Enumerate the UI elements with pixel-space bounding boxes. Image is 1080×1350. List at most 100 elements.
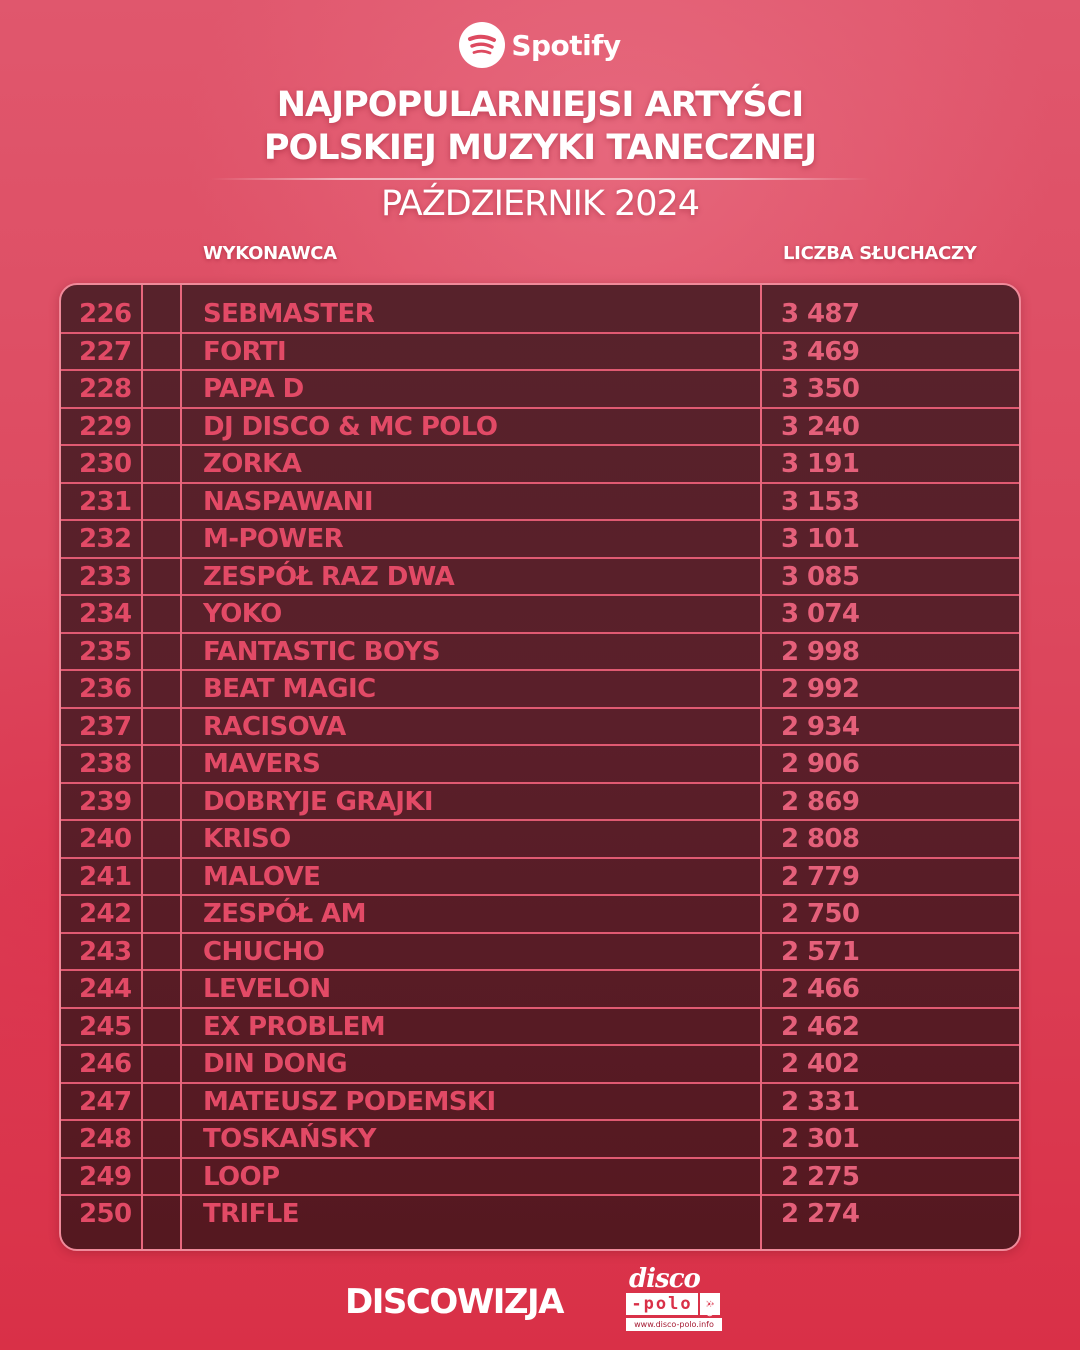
column-divider bbox=[180, 285, 182, 1249]
artist-cell: LEVELON bbox=[203, 974, 331, 1004]
artist-cell: MAVERS bbox=[203, 749, 321, 779]
rank-cell: 237 bbox=[79, 711, 132, 742]
table-row: 233 ZESPÓŁ RAZ DWA 3 085 bbox=[61, 559, 1019, 596]
rank-cell: 233 bbox=[79, 561, 132, 592]
artist-cell: MATEUSZ PODEMSKI bbox=[203, 1086, 496, 1117]
listeners-cell: 2 301 bbox=[781, 1124, 860, 1154]
rank-cell: 242 bbox=[79, 899, 132, 929]
title-line-2: POLSKIEJ MUZYKI TANECZNEJ bbox=[263, 128, 817, 168]
rank-cell: 240 bbox=[79, 824, 132, 854]
artist-cell: NASPAWANI bbox=[203, 486, 374, 517]
dp-polo-text: -polo bbox=[626, 1293, 698, 1315]
table-row: 242 ZESPÓŁ AM 2 750 bbox=[61, 896, 1019, 934]
dp-url-text: www.disco-polo.info bbox=[626, 1318, 722, 1331]
table-row: 246 DIN DONG 2 402 bbox=[61, 1046, 1019, 1084]
artist-cell: ZESPÓŁ RAZ DWA bbox=[203, 561, 455, 592]
artist-cell: FANTASTIC BOYS bbox=[203, 636, 441, 667]
table-row: 249 LOOP 2 275 bbox=[61, 1159, 1019, 1196]
listeners-cell: 2 466 bbox=[781, 974, 860, 1004]
rank-cell: 232 bbox=[79, 524, 132, 554]
disco-polo-info-logo: disco -polo » info www.disco-polo.info bbox=[623, 1264, 743, 1336]
ranking-table: 226 SEBMASTER 3 487 227 FORTI 3 469 228 PAPA D 3… bbox=[59, 283, 1021, 1251]
listeners-cell: 2 869 bbox=[781, 786, 860, 817]
artist-cell: YOKO bbox=[203, 599, 282, 629]
spotify-logo: Spotify bbox=[0, 22, 1080, 68]
rank-cell: 235 bbox=[79, 636, 132, 667]
artist-cell: EX PROBLEM bbox=[203, 1011, 386, 1042]
listeners-cell: 2 274 bbox=[781, 1199, 860, 1229]
column-divider bbox=[760, 285, 762, 1249]
listeners-cell: 2 571 bbox=[781, 936, 860, 967]
table-row: 235 FANTASTIC BOYS 2 998 bbox=[61, 634, 1019, 671]
listeners-cell: 3 153 bbox=[781, 486, 860, 517]
table-row: 228 PAPA D 3 350 bbox=[61, 371, 1019, 409]
rank-cell: 226 bbox=[79, 299, 132, 329]
table-row: 250 TRIFLE 2 274 bbox=[61, 1196, 1019, 1234]
rank-cell: 248 bbox=[79, 1124, 132, 1154]
table-row: 244 LEVELON 2 466 bbox=[61, 971, 1019, 1009]
rank-cell: 228 bbox=[79, 374, 132, 404]
artist-cell: DOBRYJE GRAJKI bbox=[203, 786, 434, 817]
listeners-cell: 2 750 bbox=[781, 899, 860, 929]
column-divider bbox=[141, 285, 143, 1249]
table-row: 241 MALOVE 2 779 bbox=[61, 859, 1019, 896]
discowizja-logo: DISCOWIZJA bbox=[345, 1282, 565, 1322]
rank-cell: 231 bbox=[79, 486, 132, 517]
listeners-cell: 3 487 bbox=[781, 299, 860, 329]
artist-cell: SEBMASTER bbox=[203, 299, 375, 329]
rank-cell: 243 bbox=[79, 936, 132, 967]
rank-cell: 250 bbox=[79, 1199, 132, 1229]
artist-cell: TRIFLE bbox=[203, 1199, 300, 1229]
listeners-cell: 3 101 bbox=[781, 524, 860, 554]
spotify-wordmark: Spotify bbox=[511, 28, 621, 62]
listeners-cell: 2 906 bbox=[781, 749, 860, 779]
table-row: 230 ZORKA 3 191 bbox=[61, 446, 1019, 484]
artist-cell: MALOVE bbox=[203, 861, 321, 892]
artist-cell: DJ DISCO & MC POLO bbox=[203, 411, 498, 442]
rank-cell: 247 bbox=[79, 1086, 132, 1117]
listeners-cell: 2 402 bbox=[781, 1049, 860, 1079]
page-subtitle: PAŹDZIERNIK 2024 bbox=[380, 184, 700, 224]
artist-cell: DIN DONG bbox=[203, 1049, 348, 1079]
listeners-cell: 3 350 bbox=[781, 374, 860, 404]
column-header-listeners: LICZBA SŁUCHACZY bbox=[783, 243, 977, 264]
table-row: 236 BEAT MAGIC 2 992 bbox=[61, 671, 1019, 709]
rank-cell: 244 bbox=[79, 974, 132, 1004]
artist-cell: CHUCHO bbox=[203, 936, 325, 967]
dp-disco-text: disco bbox=[629, 1264, 701, 1294]
table-row: 232 M-POWER 3 101 bbox=[61, 521, 1019, 559]
dp-info-text: info bbox=[704, 1298, 715, 1317]
title-divider bbox=[210, 178, 870, 180]
artist-cell: FORTI bbox=[203, 336, 287, 367]
artist-cell: BEAT MAGIC bbox=[203, 674, 376, 704]
footer: DISCOWIZJA disco -polo » info www.disco-… bbox=[0, 1264, 1080, 1338]
artist-cell: M-POWER bbox=[203, 524, 344, 554]
fast-forward-icon: » bbox=[700, 1293, 720, 1315]
artist-cell: ZESPÓŁ AM bbox=[203, 899, 366, 929]
listeners-cell: 2 992 bbox=[781, 674, 860, 704]
table-row: 237 RACISOVA 2 934 bbox=[61, 709, 1019, 746]
artist-cell: TOSKAŃSKY bbox=[203, 1124, 377, 1154]
table-row: 227 FORTI 3 469 bbox=[61, 334, 1019, 371]
listeners-cell: 2 275 bbox=[781, 1161, 860, 1192]
page-title: NAJPOPULARNIEJSI ARTYŚCI POLSKIEJ MUZYKI… bbox=[0, 84, 1080, 170]
artist-cell: LOOP bbox=[203, 1161, 280, 1192]
listeners-cell: 3 074 bbox=[781, 599, 860, 629]
listeners-cell: 3 469 bbox=[781, 336, 860, 367]
rank-cell: 238 bbox=[79, 749, 132, 779]
table-row: 229 DJ DISCO & MC POLO 3 240 bbox=[61, 409, 1019, 446]
artist-cell: ZORKA bbox=[203, 449, 302, 479]
rank-cell: 241 bbox=[79, 861, 132, 892]
rank-cell: 229 bbox=[79, 411, 132, 442]
listeners-cell: 2 998 bbox=[781, 636, 860, 667]
column-header-artist: WYKONAWCA bbox=[203, 243, 337, 264]
title-line-1: NAJPOPULARNIEJSI ARTYŚCI bbox=[276, 85, 804, 125]
table-row: 238 MAVERS 2 906 bbox=[61, 746, 1019, 784]
table-row: 248 TOSKAŃSKY 2 301 bbox=[61, 1121, 1019, 1159]
listeners-cell: 2 808 bbox=[781, 824, 860, 854]
listeners-cell: 3 240 bbox=[781, 411, 860, 442]
listeners-cell: 2 779 bbox=[781, 861, 860, 892]
rank-cell: 245 bbox=[79, 1011, 132, 1042]
table-row: 247 MATEUSZ PODEMSKI 2 331 bbox=[61, 1084, 1019, 1121]
rank-cell: 249 bbox=[79, 1161, 132, 1192]
